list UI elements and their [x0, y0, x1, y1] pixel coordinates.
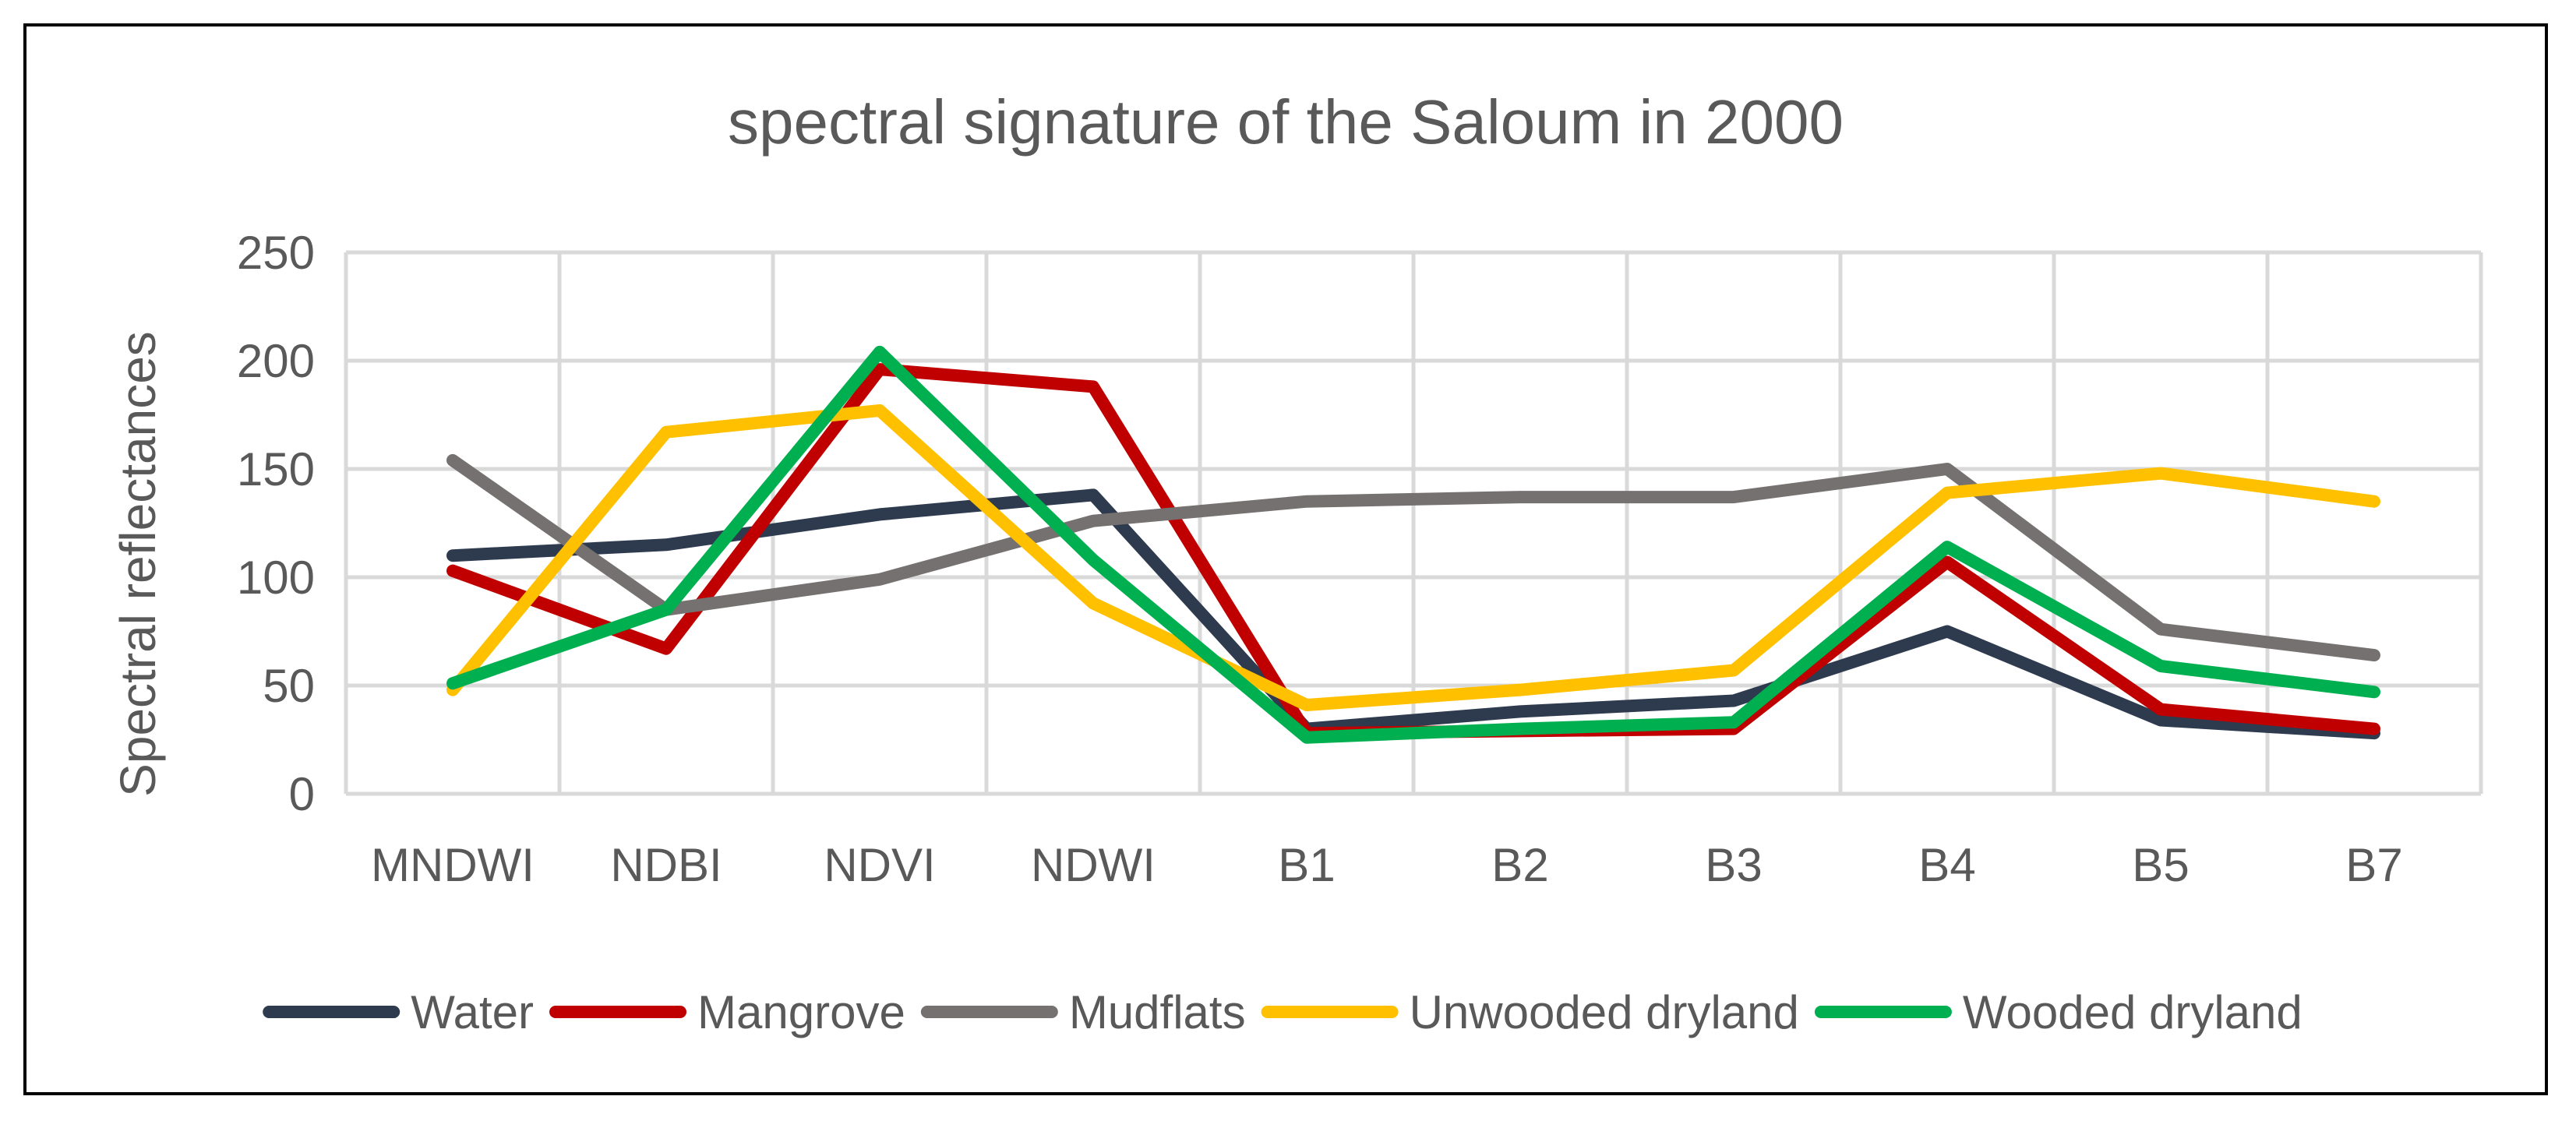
legend-label: Mangrove	[697, 986, 905, 1038]
y-tick-label: 250	[237, 227, 315, 279]
x-tick-label: NDVI	[824, 839, 935, 891]
x-tick-label: MNDWI	[371, 839, 535, 891]
y-tick-label: 100	[237, 552, 315, 604]
x-tick-labels: MNDWI NDBI NDVI NDWI B1 B2 B3 B4 B5 B7	[371, 839, 2403, 891]
y-tick-label: 0	[289, 768, 315, 820]
chart-title: spectral signature of the Saloum in 2000	[728, 87, 1844, 157]
y-tick-label: 50	[263, 660, 315, 712]
x-tick-label: B7	[2345, 839, 2402, 891]
x-tick-label: B1	[1278, 839, 1335, 891]
series-line-mudflats	[446, 453, 2380, 662]
x-tick-label: B3	[1705, 839, 1762, 891]
x-tick-label: B2	[1491, 839, 1548, 891]
series-line-water	[446, 488, 2380, 740]
series-line-wooded-dryland	[446, 345, 2380, 744]
x-tick-label: NDBI	[610, 839, 722, 891]
legend: Water Mangrove Mudflats Unwooded dryland Woo…	[263, 986, 2303, 1038]
x-tick-label: B5	[2132, 839, 2189, 891]
x-tick-label: NDWI	[1031, 839, 1156, 891]
y-tick-label: 150	[237, 443, 315, 495]
legend-label: Mudflats	[1069, 986, 1246, 1038]
series-lines	[446, 345, 2380, 744]
chart-frame: spectral signature of the Saloum in 2000…	[23, 23, 2548, 1095]
line-chart: spectral signature of the Saloum in 2000…	[110, 87, 2483, 1038]
y-tick-labels: 0 50 100 150 200 250	[237, 227, 315, 820]
y-tick-label: 200	[237, 335, 315, 387]
x-tick-label: B4	[1918, 839, 1975, 891]
series-line-unwooded-dryland	[446, 404, 2380, 711]
gridlines	[344, 250, 2483, 796]
legend-label: Unwooded dryland	[1410, 986, 1799, 1038]
legend-label: Water	[411, 986, 534, 1038]
y-axis-label: Spectral reflectances	[110, 331, 166, 797]
legend-label: Wooded dryland	[1963, 986, 2303, 1038]
